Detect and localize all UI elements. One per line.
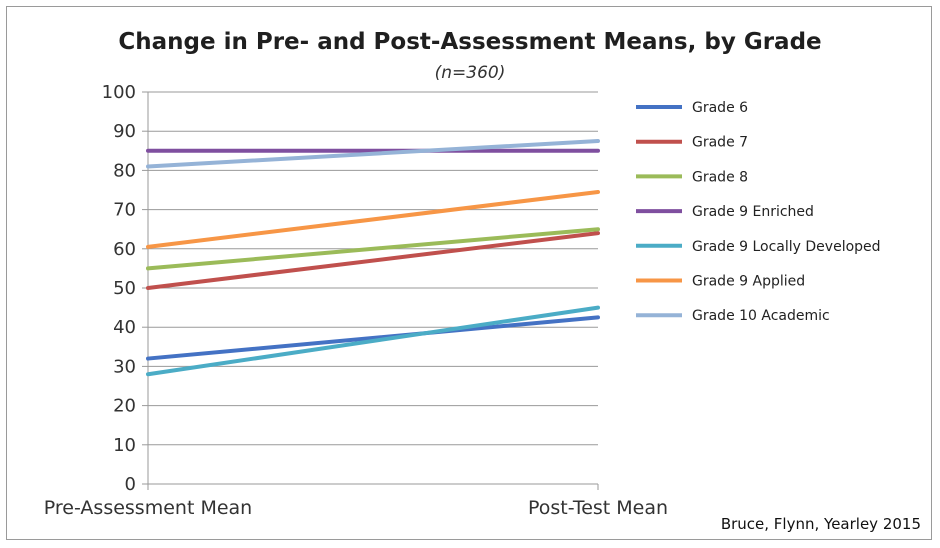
legend-label: Grade 6 bbox=[692, 100, 748, 116]
x-category-label: Post-Test Mean bbox=[528, 497, 668, 519]
source-note: Bruce, Flynn, Yearley 2015 bbox=[720, 515, 921, 533]
x-category-label: Pre-Assessment Mean bbox=[44, 497, 252, 519]
series-line bbox=[146, 315, 600, 361]
series-line bbox=[146, 231, 600, 290]
y-tick-label: 20 bbox=[113, 396, 136, 417]
series-line bbox=[146, 189, 600, 249]
y-tick-label: 50 bbox=[113, 278, 136, 299]
legend-label: Grade 8 bbox=[692, 169, 748, 185]
legend-label: Grade 9 Locally Developed bbox=[692, 239, 881, 255]
y-tick-label: 0 bbox=[125, 474, 136, 495]
legend-label: Grade 9 Enriched bbox=[692, 204, 814, 220]
y-tick-label: 30 bbox=[113, 356, 136, 377]
y-tick-label: 80 bbox=[113, 160, 136, 181]
y-tick-label: 60 bbox=[113, 239, 136, 260]
legend-label: Grade 7 bbox=[692, 135, 748, 151]
legend-label: Grade 10 Academic bbox=[692, 308, 830, 324]
chart-title: Change in Pre- and Post-Assessment Means… bbox=[118, 29, 822, 55]
y-tick-label: 90 bbox=[113, 121, 136, 142]
series-line bbox=[146, 305, 600, 377]
series-line bbox=[146, 139, 600, 169]
chart-frame: Change in Pre- and Post-Assessment Means… bbox=[6, 6, 932, 540]
chart-subtitle: (n=360) bbox=[434, 63, 506, 83]
y-tick-label: 10 bbox=[113, 435, 136, 456]
legend-label: Grade 9 Applied bbox=[692, 274, 805, 290]
y-tick-label: 70 bbox=[113, 200, 136, 221]
series-line bbox=[146, 227, 600, 271]
y-tick-label: 100 bbox=[102, 82, 136, 103]
y-tick-label: 40 bbox=[113, 317, 136, 338]
